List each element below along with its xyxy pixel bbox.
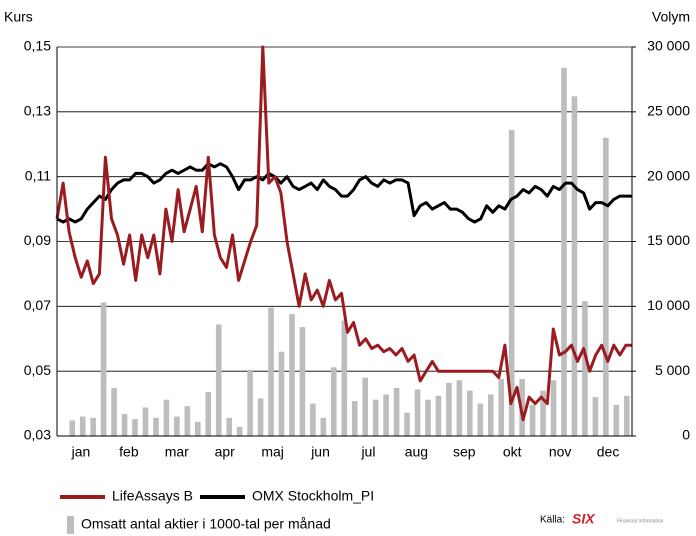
volume-bar bbox=[425, 399, 431, 436]
y2-tick-label: 20 000 bbox=[647, 167, 690, 183]
legend-swatch bbox=[67, 516, 74, 534]
volume-bar bbox=[278, 351, 285, 436]
volume-bar bbox=[100, 302, 107, 436]
x-tick-label: jun bbox=[310, 444, 330, 460]
volume-bar bbox=[320, 417, 327, 436]
x-tick-label: maj bbox=[261, 444, 284, 460]
volume-bar bbox=[226, 417, 232, 436]
y-tick-label: 0,05 bbox=[24, 362, 51, 378]
volume-bar bbox=[174, 416, 180, 436]
volume-bar bbox=[90, 417, 96, 436]
legend-label: Omsatt antal aktier i 1000-tal per månad bbox=[81, 516, 331, 532]
y-tick-label: 0,03 bbox=[24, 427, 51, 443]
price-line bbox=[55, 45, 632, 422]
x-tick-label: dec bbox=[597, 444, 620, 460]
volume-bar bbox=[121, 413, 128, 436]
x-tick-label: jul bbox=[360, 444, 375, 460]
y2-tick-label: 15 000 bbox=[647, 232, 690, 248]
volume-bar bbox=[310, 403, 316, 436]
volume-bar bbox=[194, 421, 201, 436]
volume-bar bbox=[215, 324, 222, 436]
volume-bar bbox=[268, 307, 274, 436]
volume-bar bbox=[362, 377, 368, 436]
x-tick-label: nov bbox=[549, 444, 572, 460]
volume-bar bbox=[153, 417, 159, 436]
x-tick-label: jan bbox=[71, 444, 91, 460]
y2-tick-label: 25 000 bbox=[647, 103, 690, 119]
volume-bar bbox=[592, 397, 599, 436]
y2-tick-label: 5 000 bbox=[655, 362, 690, 378]
volume-bar bbox=[467, 390, 473, 436]
volume-bar bbox=[184, 406, 191, 436]
volume-bar bbox=[477, 403, 484, 436]
x-tick-label: okt bbox=[503, 444, 522, 460]
volume-bar bbox=[236, 426, 243, 436]
volume-bar bbox=[205, 391, 212, 436]
x-tick-label: apr bbox=[215, 444, 236, 460]
volume-bar bbox=[561, 67, 567, 436]
volume-bar bbox=[289, 314, 295, 436]
volume-bar bbox=[571, 96, 578, 437]
volume-bar bbox=[372, 399, 379, 436]
y-tick-label: 0,09 bbox=[24, 232, 51, 248]
volume-bar bbox=[623, 395, 630, 436]
volume-bar bbox=[582, 301, 588, 436]
volume-bar bbox=[456, 380, 463, 436]
volume-bar bbox=[508, 129, 515, 436]
volume-bar bbox=[529, 404, 536, 436]
volume-bar bbox=[550, 380, 557, 436]
volume-bar bbox=[163, 399, 170, 436]
volume-bar bbox=[351, 400, 358, 436]
legend-label: OMX Stockholm_PI bbox=[252, 488, 374, 504]
y-tick-label: 0,15 bbox=[24, 38, 51, 54]
y-tick-label: 0,07 bbox=[24, 297, 51, 313]
volume-bar bbox=[404, 412, 410, 436]
y-tick-label: 0,11 bbox=[25, 167, 51, 183]
y2-tick-label: 30 000 bbox=[647, 38, 690, 54]
volume-bar bbox=[603, 137, 609, 436]
price-line bbox=[56, 162, 632, 224]
x-tick-label: aug bbox=[405, 444, 428, 460]
source-sub: Financial Information bbox=[617, 518, 664, 524]
volume-bar bbox=[540, 390, 546, 436]
volume-bar bbox=[132, 419, 138, 436]
source-brand: SIX bbox=[572, 511, 596, 527]
volume-bar bbox=[79, 416, 86, 436]
x-tick-label: feb bbox=[119, 444, 139, 460]
volume-bar bbox=[383, 394, 389, 436]
y2-axis-label: Volym bbox=[652, 9, 690, 25]
volume-bar bbox=[393, 388, 400, 436]
legend-label: LifeAssays B bbox=[112, 488, 193, 504]
y2-tick-label: 0 bbox=[682, 427, 690, 443]
volume-bar bbox=[498, 378, 505, 436]
volume-bar bbox=[69, 420, 76, 436]
y-axis-label: Kurs bbox=[4, 9, 33, 25]
volume-bar bbox=[435, 395, 442, 436]
volume-bar bbox=[487, 394, 494, 436]
source-label: Källa: bbox=[540, 515, 565, 526]
x-tick-label: sep bbox=[453, 444, 476, 460]
volume-bar bbox=[331, 367, 337, 436]
volume-bar bbox=[414, 389, 421, 436]
x-tick-label: mar bbox=[165, 444, 189, 460]
volume-bar bbox=[111, 388, 117, 436]
volume-bar bbox=[341, 320, 348, 436]
y-tick-label: 0,13 bbox=[24, 103, 51, 119]
volume-bar bbox=[299, 327, 306, 436]
volume-bar bbox=[142, 407, 149, 436]
volume-bar bbox=[446, 382, 452, 436]
y2-tick-label: 10 000 bbox=[647, 297, 690, 313]
volume-bar bbox=[613, 404, 620, 436]
volume-bar bbox=[247, 369, 253, 436]
volume-bar bbox=[257, 398, 264, 436]
